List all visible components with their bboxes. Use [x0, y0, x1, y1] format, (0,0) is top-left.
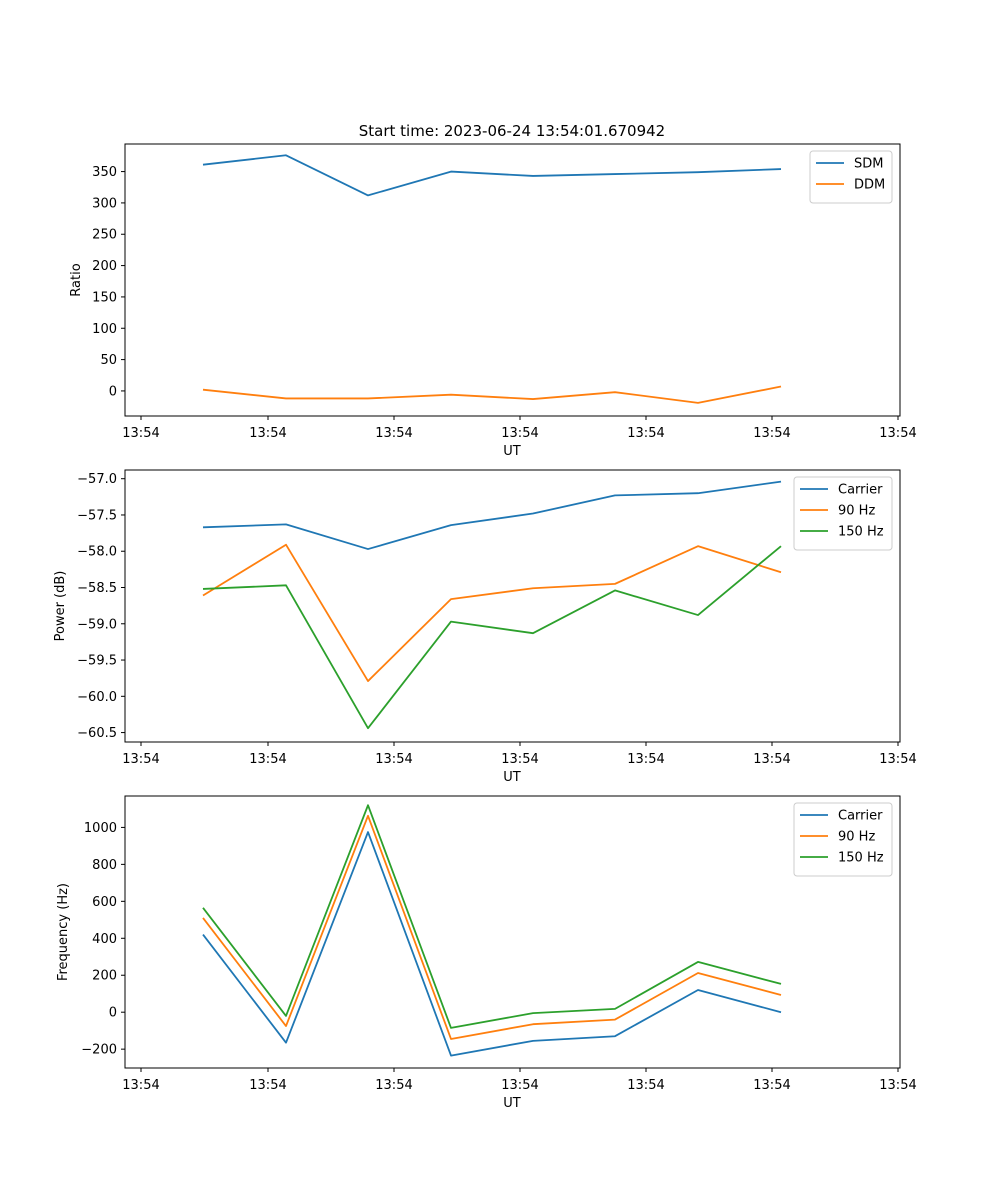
- legend-label: 90 Hz: [838, 504, 875, 519]
- legend: Carrier 90 Hz 150 Hz: [793, 476, 893, 551]
- y-tick-label: 0: [109, 384, 117, 399]
- series-line-90-hz: [202, 543, 782, 682]
- y-tick-label: 50: [100, 353, 117, 368]
- series-line-150-hz: [202, 804, 782, 1029]
- plot-frame: [124, 143, 901, 417]
- x-tick-label: 13:54: [501, 426, 538, 441]
- y-axis-label: Power (dB): [53, 571, 68, 642]
- x-axis-label: UT: [503, 770, 521, 785]
- y-tick-label: −60.5: [77, 726, 117, 741]
- x-tick-label: 13:54: [627, 1078, 664, 1093]
- x-axis-label: UT: [503, 1096, 521, 1111]
- x-tick-label: 13:54: [627, 752, 664, 767]
- x-tick-label: 13:54: [879, 1078, 916, 1093]
- y-axis-label: Frequency (Hz): [56, 883, 71, 981]
- y-tick-label: 800: [92, 858, 117, 873]
- y-axis-label: Ratio: [69, 263, 84, 296]
- series-line-carrier: [202, 480, 782, 550]
- x-tick-label: 13:54: [879, 752, 916, 767]
- y-tick-label: 300: [92, 196, 117, 211]
- y-tick-label: 0: [109, 1006, 117, 1021]
- y-tick-label: −58.5: [77, 581, 117, 596]
- x-tick-label: 13:54: [753, 752, 790, 767]
- series-line-150-hz: [202, 545, 782, 730]
- y-tick-label: −57.0: [77, 472, 117, 487]
- legend: SDM DDM: [809, 150, 893, 204]
- y-tick-label: −59.0: [77, 617, 117, 632]
- x-tick-label: 13:54: [375, 1078, 412, 1093]
- legend-label: SDM: [854, 157, 883, 172]
- y-tick-label: −57.5: [77, 508, 117, 523]
- x-tick-label: 13:54: [375, 752, 412, 767]
- y-tick-label: 250: [92, 228, 117, 243]
- y-tick-label: −60.0: [77, 690, 117, 705]
- plot-frame: [124, 795, 901, 1069]
- y-tick-label: −200: [81, 1043, 117, 1058]
- legend-label: Carrier: [838, 483, 883, 498]
- series-line-90-hz: [202, 814, 782, 1040]
- legend-label: DDM: [854, 178, 885, 193]
- y-tick-label: 200: [92, 969, 117, 984]
- x-tick-label: 13:54: [122, 1078, 159, 1093]
- x-tick-label: 13:54: [122, 752, 159, 767]
- x-tick-label: 13:54: [249, 426, 286, 441]
- legend-label: 150 Hz: [838, 525, 884, 540]
- x-tick-label: 13:54: [375, 426, 412, 441]
- y-tick-label: 100: [92, 322, 117, 337]
- x-tick-label: 13:54: [122, 426, 159, 441]
- y-tick-label: 1000: [84, 821, 117, 836]
- legend: Carrier 90 Hz 150 Hz: [793, 802, 893, 877]
- chart-panel-3: 13:54 13:54 13:54 13:54 13:54 13:54 13:54 UT −20…: [56, 795, 917, 1111]
- chart-title: Start time: 2023-06-24 13:54:01.670942: [359, 122, 665, 140]
- legend-box: [809, 150, 893, 204]
- y-tick-label: 200: [92, 259, 117, 274]
- series-line-sdm: [202, 154, 782, 197]
- x-tick-label: 13:54: [249, 1078, 286, 1093]
- x-tick-label: 13:54: [501, 752, 538, 767]
- x-tick-label: 13:54: [753, 1078, 790, 1093]
- y-tick-label: 150: [92, 290, 117, 305]
- y-tick-label: −59.5: [77, 654, 117, 669]
- x-tick-label: 13:54: [753, 426, 790, 441]
- x-tick-label: 13:54: [249, 752, 286, 767]
- x-tick-label: 13:54: [879, 426, 916, 441]
- y-tick-label: 350: [92, 165, 117, 180]
- y-tick-label: −58.0: [77, 545, 117, 560]
- x-tick-label: 13:54: [627, 426, 664, 441]
- y-tick-label: 600: [92, 895, 117, 910]
- legend-label: 90 Hz: [838, 830, 875, 845]
- y-tick-label: 400: [92, 932, 117, 947]
- plot-frame: [124, 469, 901, 743]
- legend-label: Carrier: [838, 809, 883, 824]
- x-tick-label: 13:54: [501, 1078, 538, 1093]
- chart-panel-1: 13:54 13:54 13:54 13:54 13:54 13:54 13:54 UT 0 50…: [69, 143, 917, 459]
- series-line-ddm: [202, 385, 782, 404]
- chart-panel-2: 13:54 13:54 13:54 13:54 13:54 13:54 13:54 UT −60…: [53, 469, 917, 785]
- legend-label: 150 Hz: [838, 851, 884, 866]
- series-line-carrier: [202, 831, 782, 1057]
- x-axis-label: UT: [503, 444, 521, 459]
